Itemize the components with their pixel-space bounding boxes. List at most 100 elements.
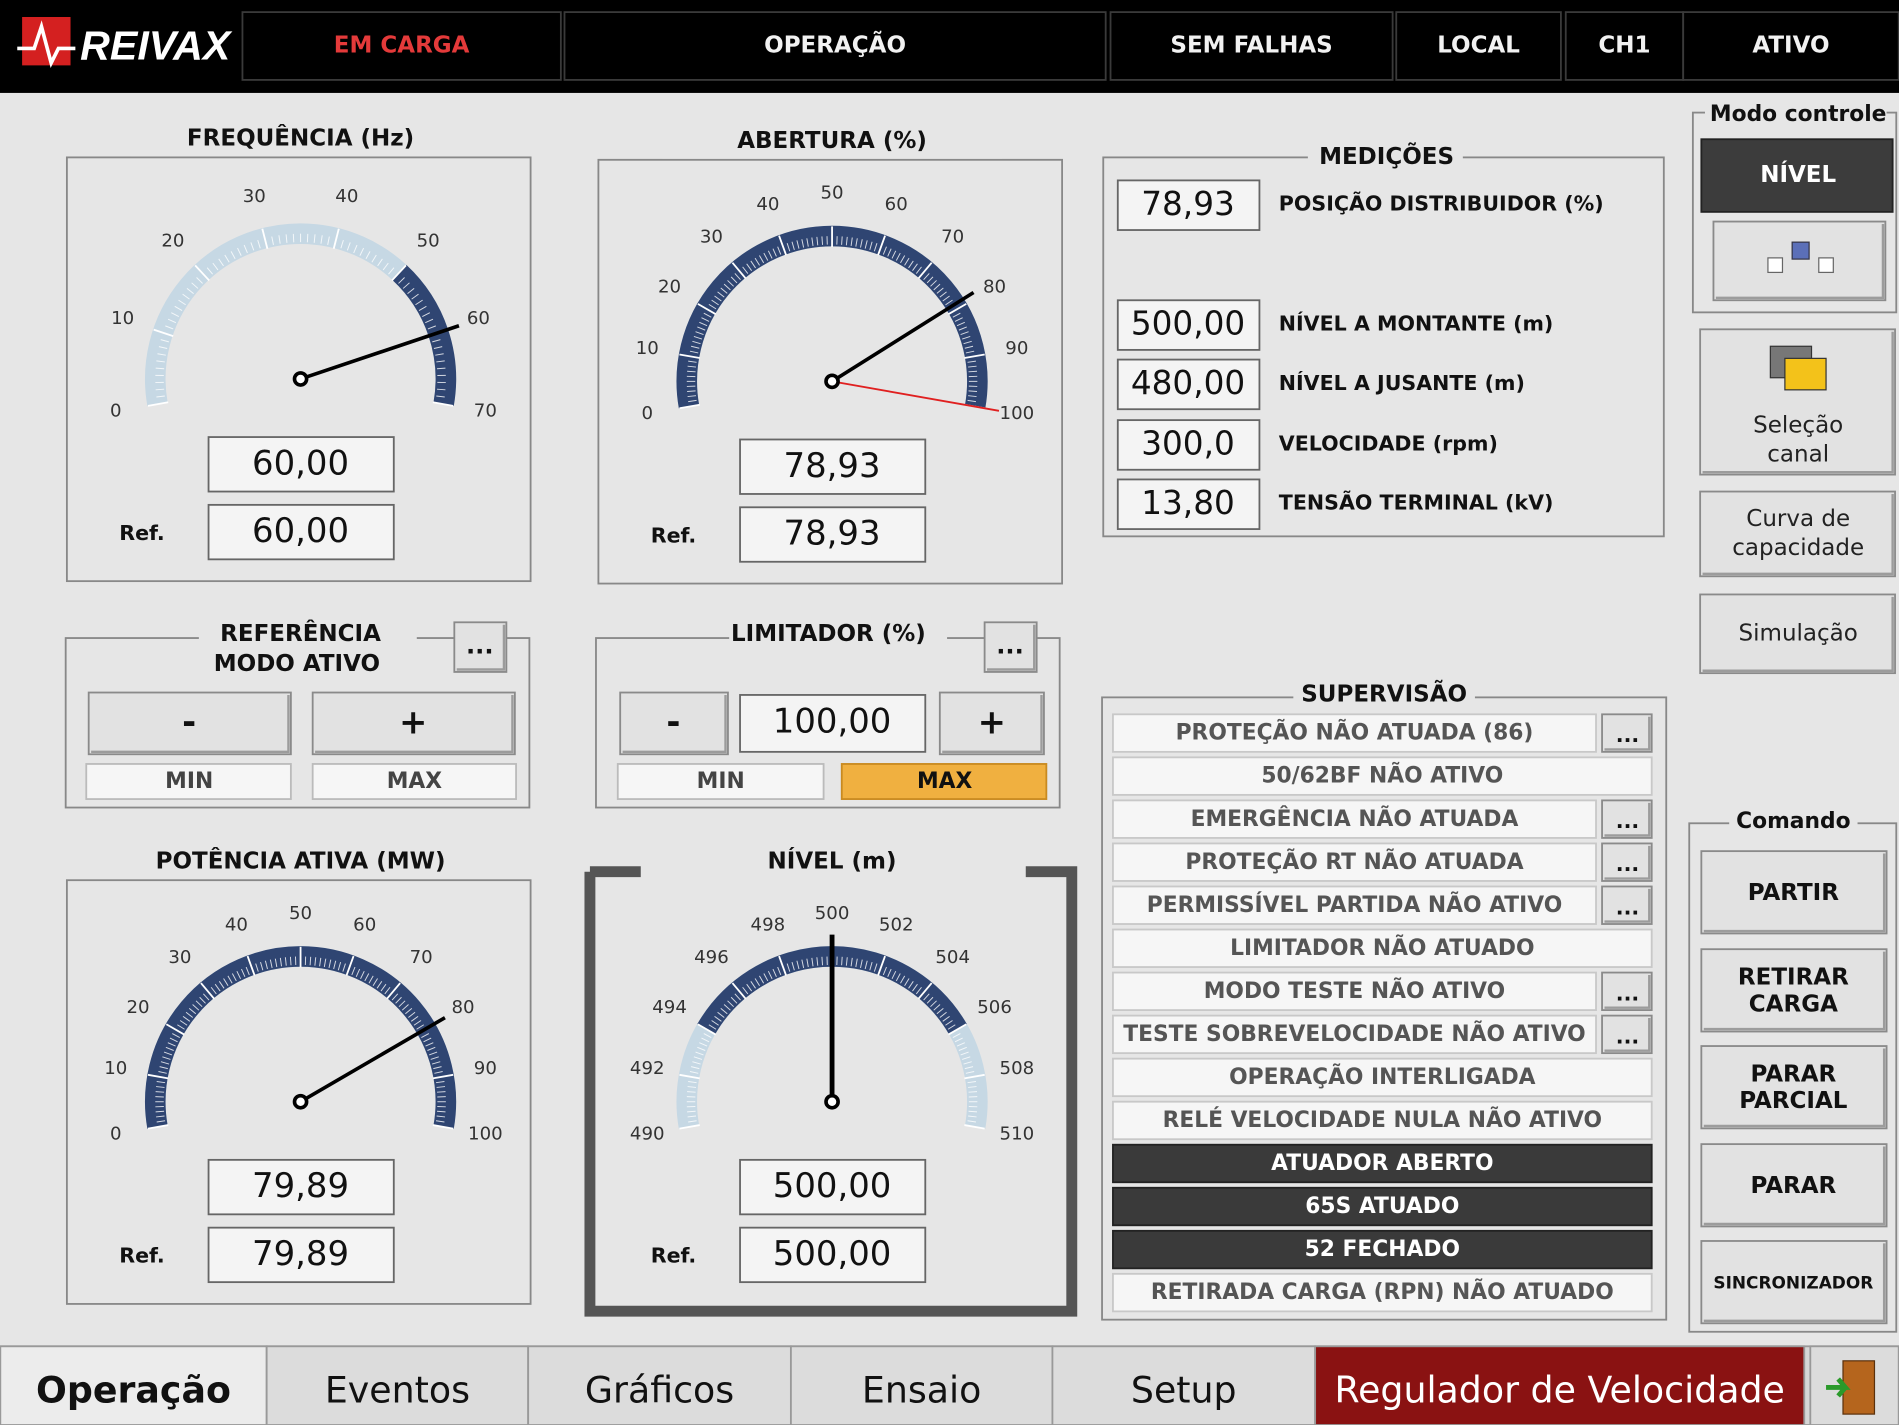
command-button[interactable] <box>1700 850 1888 935</box>
minor-tick <box>320 235 323 244</box>
more-button[interactable] <box>453 621 508 673</box>
minor-tick <box>887 248 892 257</box>
tick-mark <box>261 228 269 249</box>
minor-tick <box>425 318 434 324</box>
minor-tick <box>714 1015 722 1022</box>
status-row <box>1112 885 1597 925</box>
minor-tick <box>309 956 312 966</box>
mode-button[interactable] <box>1712 220 1887 302</box>
minor-tick <box>687 1110 696 1113</box>
minor-tick <box>895 252 901 261</box>
more-button[interactable] <box>1601 1014 1653 1055</box>
minor-tick <box>165 1046 174 1051</box>
status-row <box>1112 1143 1653 1184</box>
status-row-text: MODO TESTE NÃO ATIVO <box>1204 978 1505 1004</box>
tick-label: 498 <box>751 914 786 935</box>
command-button[interactable] <box>1700 948 1888 1033</box>
group-title: Comando <box>1736 809 1850 834</box>
tab[interactable] <box>789 1345 1054 1425</box>
tick-mark <box>165 1023 185 1036</box>
command-button[interactable] <box>1700 1143 1888 1228</box>
side-button-text: Seleção <box>1753 413 1843 439</box>
plus-button[interactable] <box>311 691 516 756</box>
status-row-text: 65S ATUADO <box>1305 1194 1459 1219</box>
minor-tick <box>360 970 365 979</box>
more-button[interactable] <box>1601 799 1653 839</box>
panel-title: LIMITADOR (%) <box>731 621 926 647</box>
more-button[interactable] <box>983 621 1038 673</box>
minor-tick <box>701 1037 710 1043</box>
tick-label: 60 <box>467 308 490 329</box>
minus-button[interactable] <box>87 691 292 756</box>
plus-button[interactable] <box>938 691 1045 756</box>
minor-tick <box>269 959 273 969</box>
minor-tick <box>202 993 210 1001</box>
tick-mark <box>386 982 401 1000</box>
more-button[interactable] <box>1601 971 1653 1011</box>
minor-tick <box>882 246 887 255</box>
title-back <box>1307 141 1463 174</box>
minor-tick <box>257 239 261 249</box>
tick-mark <box>964 353 985 359</box>
tab[interactable] <box>527 1345 792 1425</box>
command-button[interactable] <box>1700 1045 1888 1130</box>
minor-tick <box>157 353 166 356</box>
more-button[interactable] <box>1601 885 1653 925</box>
gauge-value: 79,89 <box>252 1166 349 1205</box>
minor-tick <box>179 1020 188 1026</box>
minor-tick <box>346 242 351 251</box>
minor-tick <box>968 370 978 373</box>
tick-mark <box>731 262 747 280</box>
tick-label: 490 <box>630 1123 665 1144</box>
minor-tick <box>401 1004 409 1011</box>
minor-tick <box>218 258 224 267</box>
title-back <box>1293 680 1475 712</box>
minus-button[interactable] <box>619 691 729 756</box>
minor-tick <box>421 1033 430 1038</box>
needle-hub <box>292 371 309 387</box>
minor-tick <box>427 325 436 330</box>
minor-tick <box>963 340 972 345</box>
minor-tick <box>952 312 961 318</box>
minor-tick <box>212 262 219 271</box>
button-shade <box>622 694 727 754</box>
minor-tick <box>895 973 901 982</box>
side-button[interactable] <box>1699 490 1896 578</box>
minor-tick <box>156 1120 166 1123</box>
tab[interactable] <box>1314 1345 1806 1425</box>
button-text: - <box>666 703 680 742</box>
minor-tick <box>355 968 361 977</box>
tick-label: 40 <box>756 194 779 215</box>
minor-tick <box>958 326 967 331</box>
button-text: + <box>399 703 427 742</box>
tab[interactable] <box>265 1345 530 1425</box>
minor-tick <box>155 367 165 370</box>
measure-value: 300,0 <box>1141 425 1235 463</box>
minor-tick <box>960 1051 969 1056</box>
side-button[interactable] <box>1699 593 1896 675</box>
status-row <box>1112 971 1597 1011</box>
minor-tick <box>791 241 795 250</box>
ref-box <box>739 506 927 563</box>
title-back <box>729 619 948 657</box>
tick-label: 10 <box>104 1058 127 1079</box>
command-button[interactable] <box>1700 1240 1888 1325</box>
minor-tick <box>155 1110 165 1113</box>
minor-tick <box>699 321 708 327</box>
minor-tick <box>942 295 950 302</box>
status-row <box>1112 1272 1653 1313</box>
tick-label: 30 <box>168 947 191 968</box>
more-button[interactable] <box>1601 842 1653 882</box>
minor-tick <box>697 326 706 331</box>
measure-label: VELOCIDADE (rpm) <box>1279 431 1498 455</box>
minor-tick <box>711 299 719 306</box>
limit-marker <box>831 380 1000 412</box>
minor-tick <box>692 340 701 345</box>
minor-tick <box>697 1046 706 1051</box>
minor-tick <box>156 395 165 398</box>
minor-tick <box>210 986 217 995</box>
minor-tick <box>734 273 741 281</box>
minor-tick <box>165 325 174 330</box>
minor-tick <box>159 1066 168 1070</box>
more-button[interactable] <box>1601 713 1653 753</box>
